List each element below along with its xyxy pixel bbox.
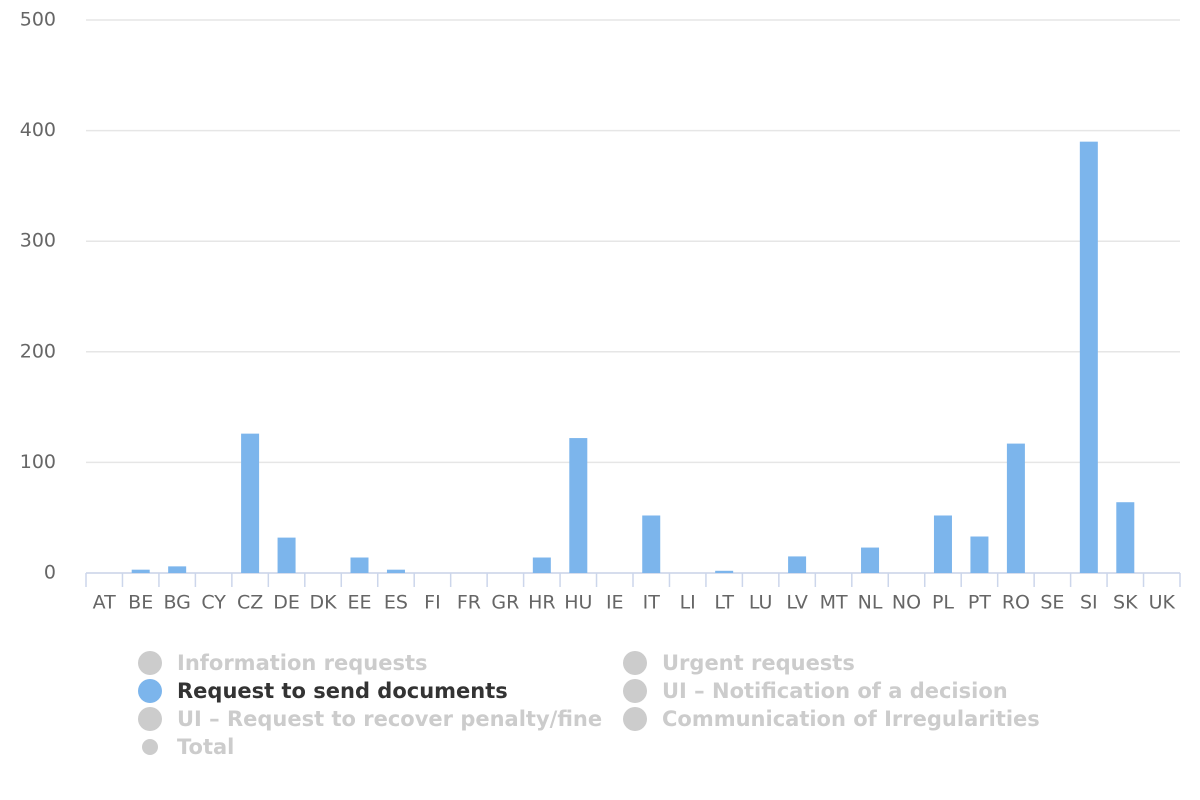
legend-symbol[interactable] [138, 707, 162, 731]
x-tick-label: IT [643, 592, 661, 614]
bar [350, 557, 369, 573]
legend-symbol[interactable] [138, 679, 162, 703]
x-tick-label: NL [858, 592, 883, 614]
bar [277, 537, 296, 573]
legend-label[interactable]: Request to send documents [177, 679, 508, 703]
x-tick-label: LT [714, 592, 734, 614]
x-tick-label: UK [1149, 592, 1176, 614]
legend-symbol[interactable] [623, 707, 647, 731]
legend-label[interactable]: Information requests [177, 651, 428, 675]
x-tick-label: LV [786, 592, 808, 614]
legend-label[interactable]: Urgent requests [662, 651, 855, 675]
x-tick-label: RO [1002, 592, 1030, 614]
x-tick-label: NO [892, 592, 921, 614]
x-tick-label: PL [932, 592, 954, 614]
bar [642, 515, 661, 573]
x-tick-label: DK [309, 592, 337, 614]
x-tick-label: IE [606, 592, 624, 614]
x-tick-label: DE [273, 592, 300, 614]
legend-symbol[interactable] [623, 651, 647, 675]
bar [1079, 141, 1098, 573]
y-tick-label: 0 [44, 562, 56, 584]
x-tick-label: HU [564, 592, 592, 614]
legend-symbol[interactable] [623, 679, 647, 703]
bar [970, 536, 989, 573]
x-tick-label: SI [1080, 592, 1098, 614]
x-tick-label: PT [968, 592, 991, 614]
legend-symbol[interactable] [138, 651, 162, 675]
y-tick-label: 300 [20, 230, 56, 252]
bar [715, 570, 734, 573]
bar [1116, 502, 1135, 573]
legend-label[interactable]: UI – Notification of a decision [662, 679, 1008, 703]
x-tick-label: MT [820, 592, 848, 614]
y-tick-label: 400 [20, 119, 56, 141]
x-tick-label: SE [1040, 592, 1064, 614]
legend-symbol[interactable] [142, 739, 158, 755]
x-tick-label: BE [128, 592, 153, 614]
x-tick-label: AT [93, 592, 117, 614]
bar [241, 433, 260, 573]
bar [1006, 443, 1025, 573]
x-tick-label: GR [491, 592, 519, 614]
x-tick-label: ES [384, 592, 408, 614]
bar [386, 569, 405, 573]
x-tick-label: FI [424, 592, 441, 614]
bar [532, 557, 551, 573]
y-tick-label: 100 [20, 451, 56, 473]
bar [168, 566, 187, 573]
x-tick-label: CZ [237, 592, 263, 614]
bar [131, 569, 150, 573]
x-tick-label: EE [347, 592, 371, 614]
bar [861, 547, 880, 573]
y-tick-label: 500 [20, 9, 56, 31]
x-tick-label: CY [201, 592, 226, 614]
bar [788, 556, 807, 573]
x-tick-label: BG [163, 592, 190, 614]
x-tick-label: LU [749, 592, 773, 614]
legend-label[interactable]: UI – Request to recover penalty/fine [177, 707, 602, 731]
x-tick-label: SK [1113, 592, 1138, 614]
x-tick-label: LI [680, 592, 696, 614]
bar [933, 515, 952, 573]
legend-label[interactable]: Total [177, 735, 234, 759]
y-tick-label: 200 [20, 340, 56, 362]
x-tick-label: FR [457, 592, 481, 614]
bar [569, 438, 588, 573]
x-tick-label: HR [528, 592, 556, 614]
legend-label[interactable]: Communication of Irregularities [662, 707, 1040, 731]
